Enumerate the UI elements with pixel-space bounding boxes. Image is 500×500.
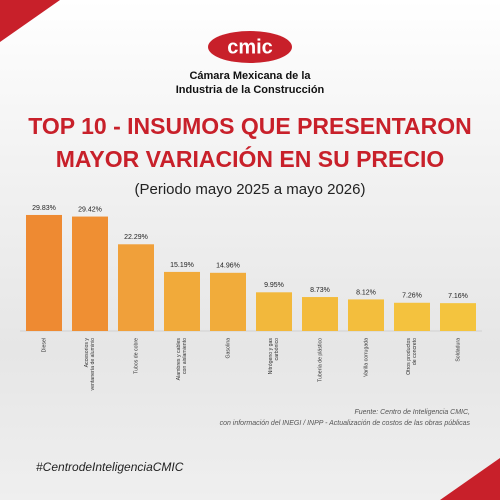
chart-title: TOP 10 - INSUMOS QUE PRESENTARON <box>28 113 471 139</box>
value-label: 7.16% <box>448 293 468 300</box>
value-label: 22.29% <box>124 234 148 241</box>
bar <box>210 272 246 331</box>
x-tick-label: Varilla corrugada <box>363 338 369 377</box>
bar <box>256 292 292 331</box>
value-label: 8.73% <box>310 287 330 294</box>
source: Fuente: Centro de Inteligencia CMIC, <box>354 409 470 416</box>
bar <box>164 271 200 331</box>
bar <box>440 303 476 331</box>
x-tick-label: Accesorios yventanería de aluminio <box>84 338 96 391</box>
x-tick-label: Gasolina <box>225 338 231 359</box>
bar <box>394 302 430 331</box>
x-tick-label: Alambres y cablescon aislamiento <box>176 338 188 381</box>
hashtag: #CentrodeInteligenciaCMIC <box>36 460 184 474</box>
corner-decoration <box>440 458 500 500</box>
x-tick-label: Soldadura <box>455 338 461 362</box>
chart-subtitle: (Periodo mayo 2025 a mayo 2026) <box>135 181 366 198</box>
bar <box>302 297 338 331</box>
value-label: 9.95% <box>264 282 284 289</box>
x-tick-label: Otros productosde concreto <box>406 338 418 375</box>
chart-title: MAYOR VARIACIÓN EN SU PRECIO <box>56 145 445 172</box>
x-tick-label: Diesel <box>41 338 47 352</box>
value-label: 29.83% <box>32 205 56 212</box>
bar <box>348 299 384 331</box>
logo <box>208 31 292 63</box>
value-label: 15.19% <box>170 262 194 269</box>
org-name: Cámara Mexicana de la <box>189 70 311 82</box>
bar <box>26 214 62 331</box>
value-label: 8.12% <box>356 289 376 296</box>
value-label: 29.42% <box>78 206 102 213</box>
corner-decoration <box>0 0 60 42</box>
source: con información del INEGI / INPP - Actua… <box>220 420 471 427</box>
org-name: Industria de la Construcción <box>176 84 325 96</box>
x-tick-label: Tubos de cobre <box>133 338 139 374</box>
logo-text: cmic <box>227 36 273 58</box>
value-label: 7.26% <box>402 293 422 300</box>
value-label: 14.96% <box>216 263 240 270</box>
bar <box>118 244 154 331</box>
bar <box>72 216 108 331</box>
x-tick-label: Nitrógeno y gascarbónico <box>268 338 280 375</box>
x-tick-label: Tubería de plástico <box>317 338 323 382</box>
